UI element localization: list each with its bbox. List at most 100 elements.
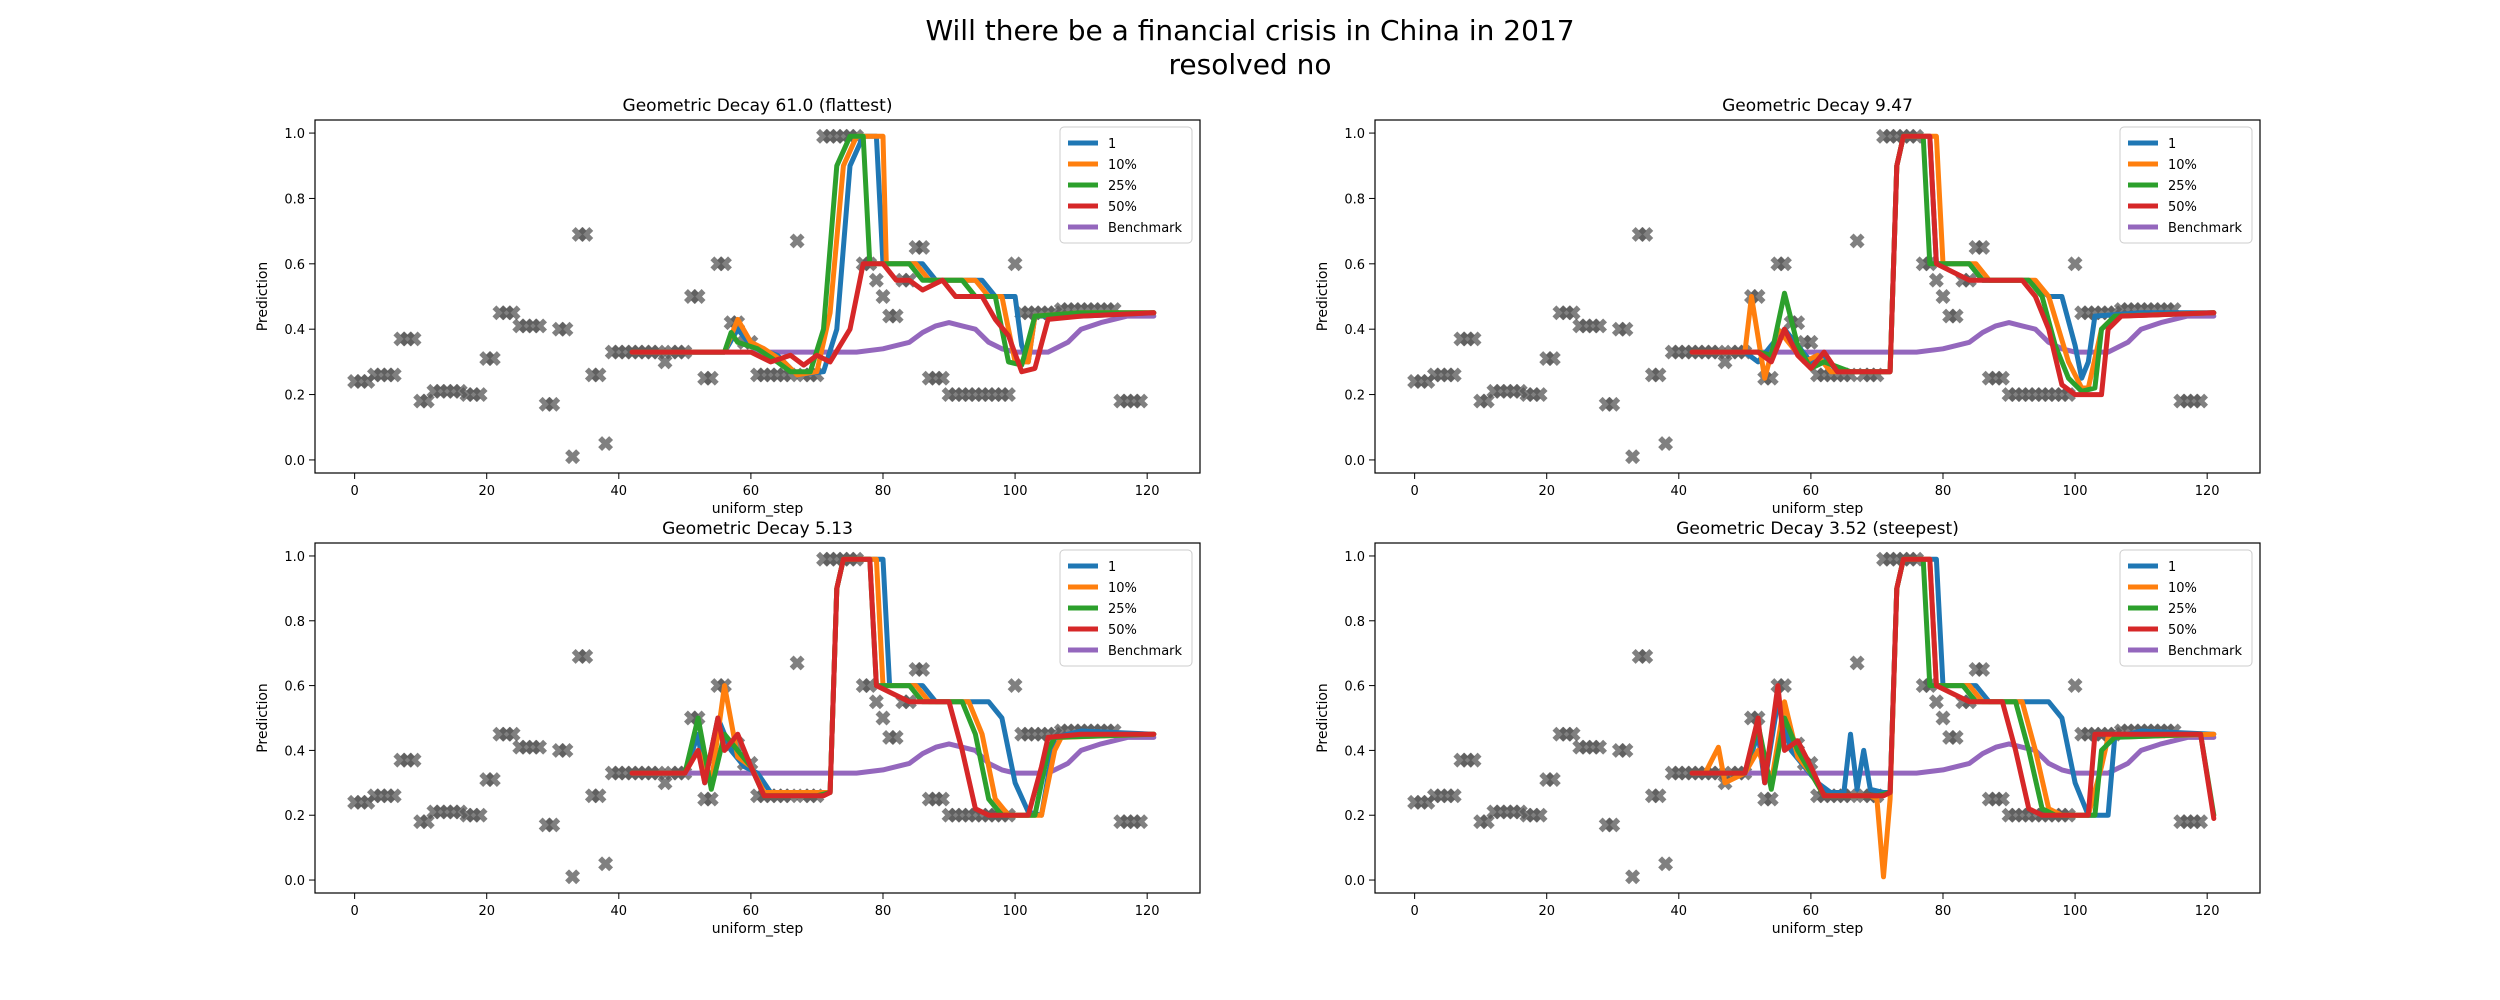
forecast-point (1658, 436, 1674, 452)
y-tick-label: 0.0 (1344, 874, 1365, 889)
forecast-point (1638, 226, 1654, 242)
x-tick-label: 20 (1538, 484, 1555, 499)
y-tick-label: 0.8 (1344, 615, 1365, 630)
x-tick-label: 120 (2195, 904, 2220, 919)
y-tick-label: 0.2 (284, 389, 305, 404)
forecast-point (472, 387, 488, 403)
forecast-point (1928, 694, 1944, 710)
forecast-point (1777, 678, 1792, 694)
x-tick-label: 40 (611, 484, 628, 499)
x-axis-label: uniform_step (712, 921, 804, 937)
plot-frame (314, 119, 1201, 474)
legend-label: Benchmark (1108, 644, 1183, 659)
y-axis-label: Prediction (255, 683, 271, 753)
forecast-point (545, 817, 561, 833)
plot-frame (1374, 542, 2261, 894)
series-line-25pct (629, 133, 1157, 375)
forecast-point (1133, 814, 1149, 830)
series-line-benchmark (1689, 734, 2217, 776)
y-tick-label: 0.4 (1344, 744, 1365, 759)
x-tick-label: 120 (1135, 484, 1160, 499)
forecast-point (1618, 321, 1634, 337)
forecast-point (888, 729, 904, 745)
series-line-benchmark (1689, 313, 2217, 355)
forecast-point (1466, 752, 1482, 768)
series-line-50pct (1689, 133, 2217, 398)
series-line-10pct (1689, 556, 2217, 880)
forecast-point (591, 367, 607, 383)
x-tick-label: 0 (350, 484, 358, 499)
forecast-point (1849, 233, 1865, 249)
series-line-50pct (629, 261, 1157, 375)
subplot-1: Geometric Decay 61.0 (flattest) 0 20 40 60 80… (255, 96, 1201, 517)
x-tick-label: 40 (1671, 904, 1688, 919)
y-tick-label: 0.2 (1344, 389, 1365, 404)
y-axis-label: Prediction (1315, 683, 1331, 753)
x-tick-label: 100 (1003, 484, 1028, 499)
forecast-point (1935, 289, 1951, 304)
forecast-point (1803, 334, 1819, 350)
figure-title-line2: resolved no (1168, 48, 1332, 81)
legend-label: 25% (2168, 179, 2197, 194)
plot-area (1407, 551, 2217, 885)
forecast-point (386, 788, 402, 804)
forecast-point (1446, 788, 1462, 804)
forecast-point (703, 791, 719, 807)
subplot-title: Geometric Decay 9.47 (1722, 96, 1913, 116)
forecast-point (1948, 729, 1964, 745)
x-axis-label: uniform_step (712, 501, 804, 517)
legend-label: 10% (2168, 581, 2197, 596)
x-tick-label: 60 (1803, 904, 1820, 919)
x-tick-label: 80 (1935, 904, 1952, 919)
legend-label: Benchmark (2168, 221, 2243, 236)
forecast-point (1849, 655, 1865, 671)
forecast-point (1994, 791, 2010, 807)
forecast-point (789, 655, 805, 671)
forecast-point (532, 739, 547, 755)
forecast-point (1592, 318, 1607, 334)
forecast-point (1446, 367, 1462, 383)
plot-area (347, 551, 1157, 885)
subplot-3: Geometric Decay 5.13 0 20 40 60 80 100 120 0.0 0.… (255, 519, 1201, 937)
series-line-benchmark (629, 313, 1157, 355)
y-tick-label: 1.0 (284, 550, 305, 565)
forecast-point (578, 648, 594, 664)
forecast-point (472, 807, 488, 823)
forecast-point (598, 856, 614, 872)
forecast-point (505, 726, 521, 742)
subplot-title: Geometric Decay 5.13 (662, 519, 853, 539)
figure-title: Will there be a financial crisis in Chin… (0, 14, 2500, 82)
x-tick-label: 60 (1803, 484, 1820, 499)
forecast-point (934, 791, 950, 807)
y-tick-label: 0.8 (1344, 192, 1365, 207)
forecast-point (868, 272, 884, 288)
x-tick-label: 120 (1135, 904, 1160, 919)
legend-label: Benchmark (1108, 221, 1183, 236)
forecast-point (1625, 449, 1641, 465)
forecast-point (1658, 856, 1674, 872)
forecast-point (915, 661, 931, 677)
forecast-point (1605, 396, 1621, 412)
y-tick-label: 0.0 (1344, 454, 1365, 469)
forecast-point (2193, 393, 2209, 409)
subplot-title: Geometric Decay 3.52 (steepest) (1676, 519, 1959, 539)
legend: 1 10% 25% 50% Benchmark (1059, 126, 1193, 244)
forecast-point (485, 351, 501, 367)
forecast-point (1763, 791, 1779, 807)
series-line-50pct (629, 556, 1157, 818)
x-tick-label: 0 (1410, 484, 1418, 499)
x-tick-label: 0 (1410, 904, 1418, 919)
forecast-point (1565, 726, 1581, 742)
series-line-50pct (1689, 556, 2217, 821)
y-tick-label: 0.8 (284, 192, 305, 207)
x-tick-label: 100 (2063, 904, 2088, 919)
x-tick-label: 120 (2195, 484, 2220, 499)
forecast-point (591, 788, 607, 804)
forecast-point (598, 436, 614, 452)
x-tick-label: 40 (1671, 484, 1688, 499)
forecast-point (1651, 367, 1667, 383)
forecast-point (406, 752, 422, 768)
forecast-point (558, 321, 574, 337)
legend-label: 50% (1108, 200, 1137, 215)
